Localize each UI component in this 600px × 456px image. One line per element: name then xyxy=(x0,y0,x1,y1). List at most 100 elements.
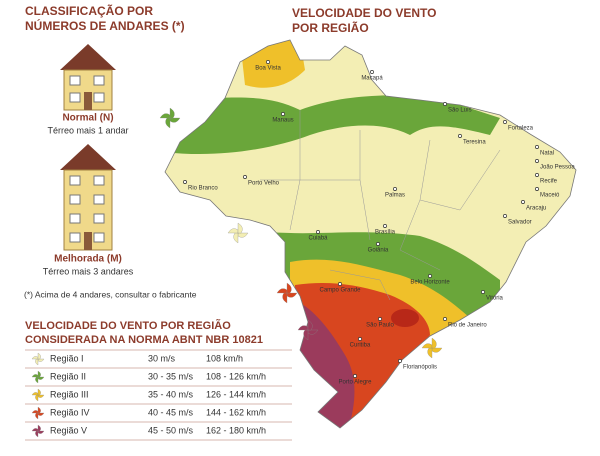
city-label: Fortaleza xyxy=(508,126,534,132)
city-dot xyxy=(535,187,539,191)
city-dot xyxy=(503,214,507,218)
city-dot xyxy=(481,290,485,294)
wind-blade xyxy=(233,232,239,244)
wind-icon xyxy=(31,388,45,402)
city-dot xyxy=(266,60,270,64)
wind-blade xyxy=(35,394,39,402)
wind-blade xyxy=(286,282,292,294)
city-label: Goiânia xyxy=(368,248,389,254)
building-label: Melhorada (M) xyxy=(54,254,122,265)
city-dot xyxy=(353,374,357,378)
wind-blade xyxy=(37,412,45,416)
wind-blade xyxy=(37,358,45,362)
wind-blade xyxy=(31,410,39,414)
panel-title: NÚMEROS DE ANDARES (*) xyxy=(25,18,185,33)
wind-blade xyxy=(31,374,39,378)
city-label: Rio Branco xyxy=(188,186,218,192)
wind-blade xyxy=(427,347,433,359)
city-dot xyxy=(383,224,387,228)
wind-blade xyxy=(37,376,45,380)
building-icon xyxy=(60,44,116,111)
wind-icon xyxy=(31,352,45,366)
city-label: Curitiba xyxy=(350,343,371,349)
wind-blade xyxy=(35,412,39,420)
building-desc: Térreo mais 1 andar xyxy=(47,125,128,135)
wind-blade xyxy=(35,430,39,438)
wind-blade xyxy=(431,347,443,353)
city-dot xyxy=(521,200,525,204)
table-cell: 108 - 126 km/h xyxy=(206,371,266,381)
city-label: Brasília xyxy=(375,230,396,236)
city-label: João Pessoa xyxy=(540,165,575,171)
table-cell: 162 - 180 km/h xyxy=(206,425,266,435)
city-dot xyxy=(316,230,320,234)
city-label: Teresina xyxy=(463,140,486,146)
city-dot xyxy=(393,187,397,191)
wind-blade xyxy=(35,358,39,366)
wind-icon xyxy=(31,370,45,384)
city-label: Florianópolis xyxy=(403,365,437,371)
city-dot xyxy=(398,359,402,363)
table-title: VELOCIDADE DO VENTO POR REGIÃO xyxy=(25,319,231,332)
city-label: Boa Vista xyxy=(255,66,281,72)
city-label: Belo Horizonte xyxy=(410,280,450,286)
wind-icon xyxy=(276,282,298,304)
city-dot xyxy=(376,242,380,246)
building-desc: Térreo mais 3 andares xyxy=(43,266,134,276)
wind-blade xyxy=(31,356,39,360)
table-cell: 30 m/s xyxy=(148,353,176,363)
city-dot xyxy=(535,159,539,163)
city-label: Aracaju xyxy=(526,206,546,212)
city-dot xyxy=(503,120,507,124)
city-label: Natal xyxy=(540,151,554,157)
wind-blade xyxy=(37,394,45,398)
table-cell: 30 - 35 m/s xyxy=(148,371,194,381)
wind-blade xyxy=(35,376,39,384)
table-cell: Região II xyxy=(50,371,86,381)
city-label: Salvador xyxy=(508,220,532,226)
wind-blade xyxy=(37,424,41,432)
wind-blade xyxy=(237,222,243,234)
city-label: Maceió xyxy=(540,193,560,199)
city-dot xyxy=(443,317,447,321)
city-label: São Luís xyxy=(448,108,472,114)
wind-blade xyxy=(297,325,309,331)
city-dot xyxy=(338,282,342,286)
city-dot xyxy=(370,70,374,74)
city-label: Porto Velho xyxy=(248,181,280,187)
table-cell: 35 - 40 m/s xyxy=(148,389,194,399)
table-cell: 40 - 45 m/s xyxy=(148,407,194,417)
wind-blade xyxy=(31,392,39,396)
city-label: Porto Alegre xyxy=(338,380,372,386)
table-cell: 108 km/h xyxy=(206,353,243,363)
wind-blade xyxy=(276,288,288,294)
city-label: Manaus xyxy=(272,118,293,124)
wind-blade xyxy=(37,388,41,396)
wind-blade xyxy=(237,232,249,238)
wind-icon xyxy=(31,406,45,420)
city-dot xyxy=(535,173,539,177)
city-dot xyxy=(428,274,432,278)
footnote: (*) Acima de 4 andares, consultar o fabr… xyxy=(24,289,197,299)
city-dot xyxy=(443,102,447,106)
wind-blade xyxy=(169,117,181,123)
state-borders xyxy=(260,110,501,301)
wind-icon xyxy=(31,424,45,438)
wind-blade xyxy=(431,337,437,349)
city-dot xyxy=(535,145,539,149)
wind-icon xyxy=(159,107,181,129)
wind-icon xyxy=(297,319,319,341)
city-label: Rio de Janeiro xyxy=(448,323,487,329)
city-label: Macapá xyxy=(361,76,383,82)
wind-blade xyxy=(165,117,171,129)
building-label: Normal (N) xyxy=(62,113,113,124)
building-icon xyxy=(60,144,116,251)
wind-blade xyxy=(37,352,41,360)
wind-blade xyxy=(421,343,433,349)
map-outline xyxy=(164,39,577,429)
wind-blade xyxy=(37,370,41,378)
city-label: São Paulo xyxy=(366,323,394,329)
city-dot xyxy=(281,112,285,116)
table-cell: 45 - 50 m/s xyxy=(148,425,194,435)
